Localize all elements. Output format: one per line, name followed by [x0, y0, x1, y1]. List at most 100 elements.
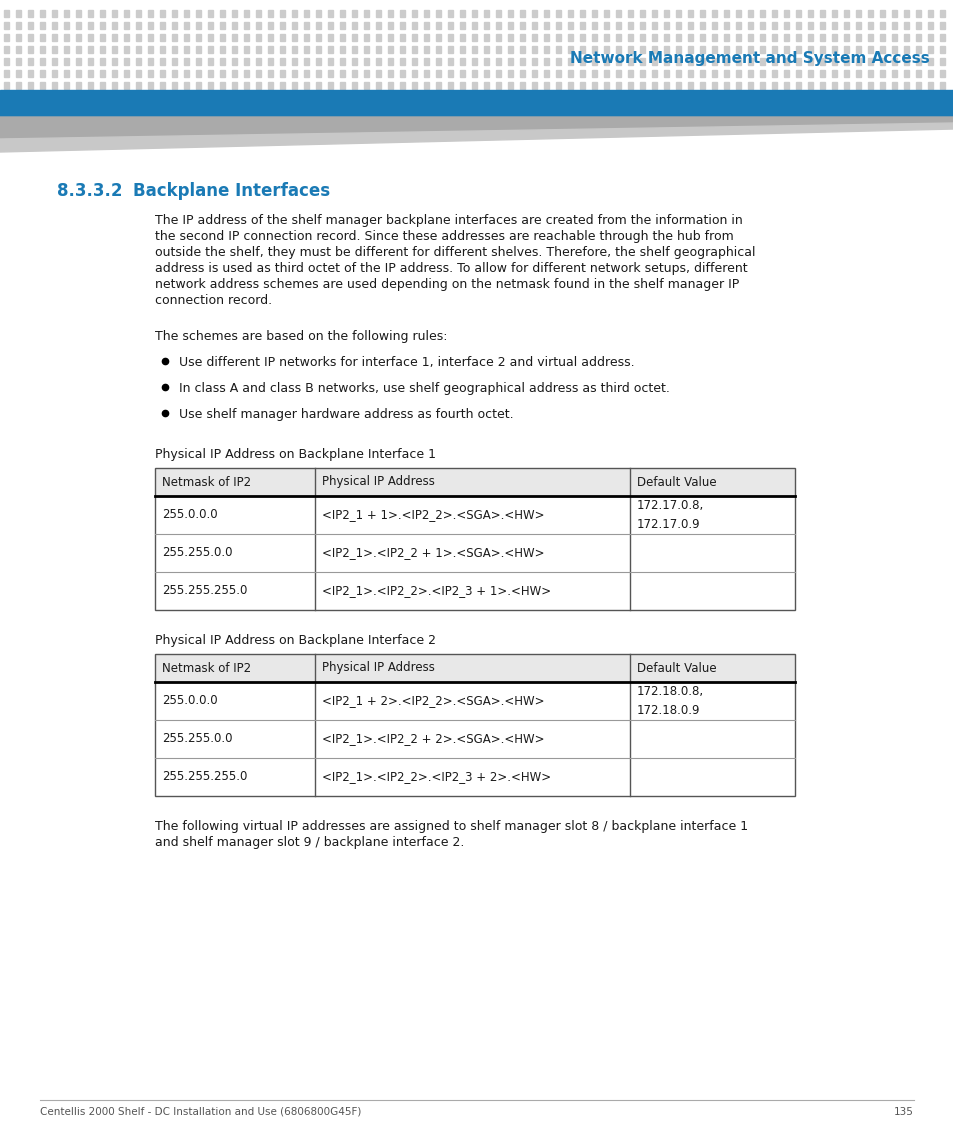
Bar — [255, 22, 261, 29]
Bar — [328, 58, 333, 65]
Text: Netmask of IP2: Netmask of IP2 — [162, 662, 251, 674]
Bar — [423, 46, 429, 53]
Bar — [100, 82, 105, 89]
Bar — [292, 10, 296, 17]
Bar — [220, 58, 225, 65]
Polygon shape — [0, 123, 953, 152]
Bar — [687, 10, 692, 17]
Bar — [304, 34, 309, 41]
Bar — [112, 22, 117, 29]
Bar — [315, 82, 320, 89]
Bar — [915, 22, 920, 29]
Bar — [687, 22, 692, 29]
Bar — [603, 34, 608, 41]
Bar — [879, 82, 884, 89]
Bar — [423, 58, 429, 65]
Bar — [735, 10, 740, 17]
Bar — [891, 34, 896, 41]
Bar — [304, 46, 309, 53]
Bar — [412, 22, 416, 29]
Bar — [64, 82, 69, 89]
Bar — [208, 34, 213, 41]
Text: Physical IP Address: Physical IP Address — [322, 475, 435, 489]
Bar — [412, 46, 416, 53]
Bar — [867, 46, 872, 53]
Text: Netmask of IP2: Netmask of IP2 — [162, 475, 251, 489]
Bar — [244, 82, 249, 89]
Bar — [459, 46, 464, 53]
Bar — [448, 22, 453, 29]
Bar — [40, 58, 45, 65]
Bar — [16, 58, 21, 65]
Bar — [723, 34, 728, 41]
Bar — [280, 46, 285, 53]
Bar — [939, 10, 944, 17]
Bar — [831, 58, 836, 65]
Bar — [603, 82, 608, 89]
Bar — [771, 34, 776, 41]
Bar — [891, 70, 896, 77]
Bar — [399, 34, 405, 41]
Bar — [4, 82, 9, 89]
Bar — [184, 22, 189, 29]
Bar — [723, 82, 728, 89]
Bar — [543, 58, 548, 65]
Bar — [232, 82, 236, 89]
Bar — [328, 70, 333, 77]
Bar — [879, 70, 884, 77]
Bar — [639, 58, 644, 65]
Bar — [519, 46, 524, 53]
Bar — [711, 82, 717, 89]
Bar — [507, 82, 513, 89]
Bar — [352, 58, 356, 65]
Bar — [160, 82, 165, 89]
Text: the second IP connection record. Since these addresses are reachable through the: the second IP connection record. Since t… — [154, 230, 733, 243]
Bar — [855, 82, 861, 89]
Bar — [556, 58, 560, 65]
Text: 172.18.0.8,
172.18.0.9: 172.18.0.8, 172.18.0.9 — [637, 686, 703, 717]
Bar — [4, 34, 9, 41]
Text: The following virtual IP addresses are assigned to shelf manager slot 8 / backpl: The following virtual IP addresses are a… — [154, 820, 747, 834]
Bar — [532, 34, 537, 41]
Bar — [519, 58, 524, 65]
Bar — [783, 46, 788, 53]
Bar — [232, 10, 236, 17]
Bar — [532, 58, 537, 65]
Bar — [220, 46, 225, 53]
Bar — [399, 10, 405, 17]
Bar — [448, 70, 453, 77]
Bar — [939, 34, 944, 41]
Bar — [412, 70, 416, 77]
Bar — [255, 34, 261, 41]
Bar — [915, 10, 920, 17]
Bar — [388, 22, 393, 29]
Bar — [16, 22, 21, 29]
Bar — [567, 82, 573, 89]
Bar — [676, 58, 680, 65]
Bar — [663, 82, 668, 89]
Bar — [891, 46, 896, 53]
Text: 255.255.0.0: 255.255.0.0 — [162, 546, 233, 560]
Bar — [627, 82, 633, 89]
Bar — [903, 46, 908, 53]
Bar — [388, 70, 393, 77]
Bar — [124, 10, 129, 17]
Bar — [795, 70, 801, 77]
Bar — [867, 34, 872, 41]
Bar — [412, 10, 416, 17]
Bar — [616, 22, 620, 29]
Text: outside the shelf, they must be different for different shelves. Therefore, the : outside the shelf, they must be differen… — [154, 246, 755, 259]
Bar — [532, 22, 537, 29]
Bar — [831, 34, 836, 41]
Bar — [663, 10, 668, 17]
Bar — [855, 58, 861, 65]
Bar — [268, 46, 273, 53]
Bar — [136, 34, 141, 41]
Text: 255.255.255.0: 255.255.255.0 — [162, 771, 247, 783]
Bar — [136, 58, 141, 65]
Bar — [220, 10, 225, 17]
Bar — [280, 58, 285, 65]
Bar — [124, 46, 129, 53]
Bar — [867, 82, 872, 89]
Bar — [879, 22, 884, 29]
